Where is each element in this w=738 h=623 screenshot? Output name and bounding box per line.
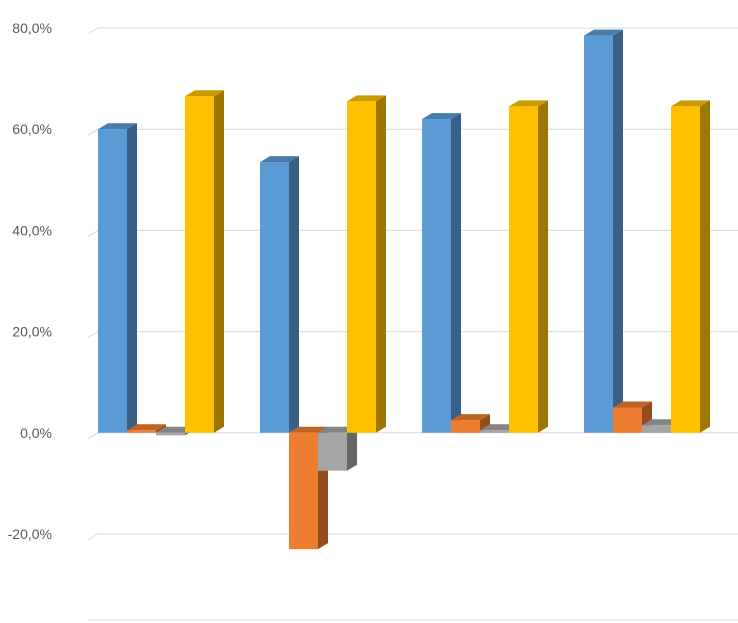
bar-top	[289, 426, 328, 433]
bar	[422, 113, 461, 433]
bar-front	[260, 162, 289, 433]
bar-front	[347, 101, 376, 433]
bar-top	[347, 95, 386, 102]
gridline-depth	[87, 331, 99, 339]
bar-front	[613, 407, 642, 433]
bar	[584, 29, 623, 433]
bar-front	[289, 432, 318, 550]
bar-front	[422, 119, 451, 433]
bar-front	[509, 106, 538, 433]
bar-top	[613, 401, 652, 408]
y-tick-label: 60,0%	[12, 121, 52, 137]
bar	[98, 123, 137, 433]
gridline-depth	[87, 27, 99, 35]
bar-top	[422, 113, 461, 120]
bar-side	[613, 29, 623, 433]
bar-front	[127, 430, 156, 433]
bar-side	[156, 424, 166, 433]
bar-front	[185, 96, 214, 433]
bar-top	[509, 100, 548, 107]
bar	[185, 90, 224, 433]
bar	[671, 100, 710, 433]
bar-front	[318, 432, 347, 471]
bar-top	[98, 123, 137, 130]
bar	[318, 426, 357, 471]
bar-top	[584, 29, 623, 36]
bar-front	[451, 420, 480, 433]
bar-top	[671, 100, 710, 107]
bar-side	[451, 113, 461, 433]
bar-side	[376, 95, 386, 433]
bar-side	[700, 100, 710, 433]
y-tick-label: 40,0%	[12, 222, 52, 238]
bar-front	[584, 35, 613, 433]
bar-top	[451, 414, 490, 421]
y-axis: 80,0% 60,0% 40,0% 20,0% 0,0% -20,0%	[8, 20, 52, 542]
y-tick-label: 80,0%	[12, 20, 52, 36]
gridline-depth	[87, 432, 99, 440]
bar-side	[127, 123, 137, 433]
bar-front	[480, 430, 509, 433]
gridline-depth	[87, 229, 99, 237]
bar-front	[671, 106, 700, 433]
y-tick-label: -20,0%	[8, 526, 52, 542]
gridline-depth	[87, 128, 99, 136]
bar-side	[214, 90, 224, 433]
bar	[451, 414, 490, 433]
bar-front	[156, 432, 185, 436]
bar-side	[347, 426, 357, 471]
bar-side	[538, 100, 548, 433]
gridline-depth	[87, 533, 99, 541]
bar	[347, 95, 386, 433]
bar-top	[185, 90, 224, 97]
y-tick-label: 20,0%	[12, 324, 52, 340]
bar	[509, 100, 548, 433]
bar-top	[260, 156, 299, 163]
bar-front	[642, 425, 671, 433]
bar-top	[127, 424, 166, 431]
bar-side	[289, 156, 299, 433]
bars	[98, 29, 710, 550]
y-tick-label: 0,0%	[20, 425, 52, 441]
bar	[260, 156, 299, 433]
bar-front	[98, 129, 127, 433]
bar	[127, 424, 166, 433]
